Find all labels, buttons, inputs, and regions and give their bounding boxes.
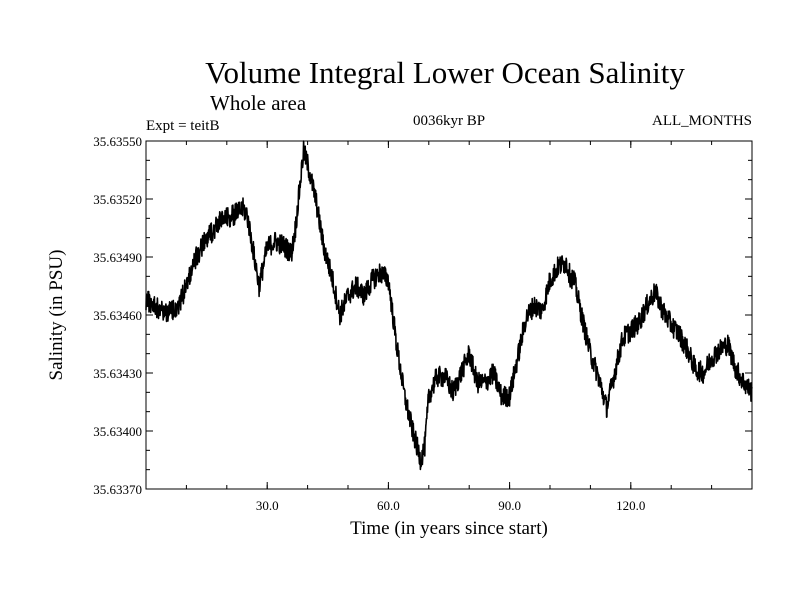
x-tick-label: 30.0 xyxy=(256,498,279,513)
y-tick-label: 35.63400 xyxy=(93,424,142,439)
experiment-label: Expt = teitB xyxy=(146,118,219,134)
x-tick-label: 60.0 xyxy=(377,498,400,513)
months-label: ALL_MONTHS xyxy=(652,113,752,129)
x-tick-label: 90.0 xyxy=(498,498,521,513)
y-tick-label: 35.63430 xyxy=(93,366,142,381)
y-axis-label: Salinity (in PSU) xyxy=(46,250,67,381)
y-tick-label: 35.63490 xyxy=(93,250,142,265)
x-tick-label: 120.0 xyxy=(616,498,645,513)
plot-frame xyxy=(145,140,753,490)
period-label: 0036kyr BP xyxy=(413,113,485,129)
y-tick-label: 35.63370 xyxy=(93,482,142,497)
salinity-series-line xyxy=(145,140,753,471)
y-tick-label: 35.63460 xyxy=(93,308,142,323)
y-tick-label: 35.63550 xyxy=(93,134,142,149)
chart-subtitle: Whole area xyxy=(210,91,307,115)
x-axis-label: Time (in years since start) xyxy=(350,518,548,539)
y-tick-label: 35.63520 xyxy=(93,192,142,207)
chart-title: Volume Integral Lower Ocean Salinity xyxy=(205,55,685,90)
x-axis-ticks: 30.0 60.0 90.0 120.0 xyxy=(145,141,753,513)
y-axis-ticks: 35.63370 35.63400 35.63430 35.63460 35.63490… xyxy=(93,134,752,497)
